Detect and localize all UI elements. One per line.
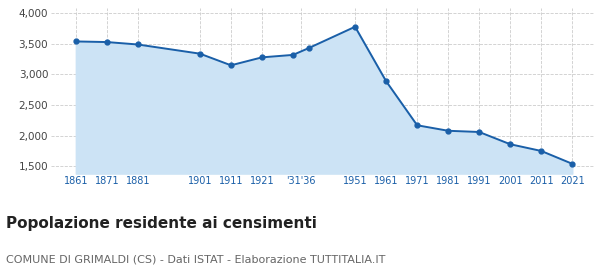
Text: Popolazione residente ai censimenti: Popolazione residente ai censimenti	[6, 216, 317, 231]
Text: COMUNE DI GRIMALDI (CS) - Dati ISTAT - Elaborazione TUTTITALIA.IT: COMUNE DI GRIMALDI (CS) - Dati ISTAT - E…	[6, 255, 385, 265]
